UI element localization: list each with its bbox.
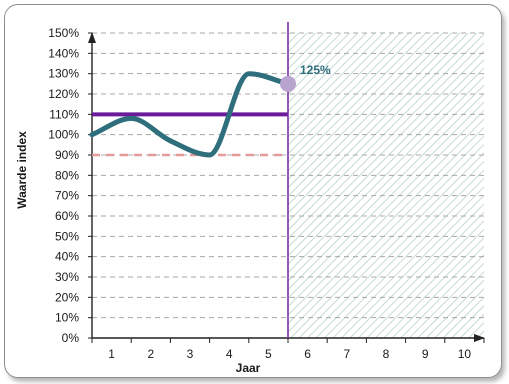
y-tick-label: 140% [48, 46, 79, 60]
x-tick-label: 5 [265, 347, 272, 361]
x-tick-label: 4 [226, 347, 233, 361]
y-tick-label: 80% [55, 168, 79, 182]
forecast-region [288, 33, 484, 338]
y-tick-label: 70% [55, 189, 79, 203]
labels-layer: Jaar Waarde index 125% [15, 63, 331, 375]
x-tick-label: 2 [147, 347, 154, 361]
y-tick-label: 130% [48, 67, 79, 81]
y-tick-label: 20% [55, 290, 79, 304]
axes-layer: 0% 10% 20% 30% 40% 50% 60% 70% 80% 90% 100% 110% 120… [48, 26, 485, 361]
end-point-marker [280, 75, 296, 92]
x-tick-label: 9 [422, 347, 429, 361]
series-line [89, 71, 291, 158]
y-axis-title: Waarde index [15, 131, 29, 209]
y-tick-label: 120% [48, 87, 79, 101]
y-tick-label: 50% [55, 229, 79, 243]
x-tick-label: 8 [383, 347, 390, 361]
end-point-label: 125% [300, 63, 331, 77]
y-tick-label: 150% [48, 26, 79, 40]
x-axis-title: Jaar [236, 361, 261, 375]
y-tick-label: 40% [55, 250, 79, 264]
x-tick-label: 3 [187, 347, 194, 361]
y-tick-label: 30% [55, 270, 79, 284]
y-tick-label: 10% [55, 311, 79, 325]
series-layer [89, 71, 296, 158]
y-tick-label: 90% [55, 148, 79, 162]
y-axis-arrow [88, 32, 96, 43]
x-tick-label: 6 [304, 347, 311, 361]
x-tick-label: 10 [458, 347, 472, 361]
y-tick-label: 60% [55, 209, 79, 223]
x-axis-arrow [474, 334, 485, 342]
reference-lines-layer [92, 22, 289, 338]
forecast-region-layer [288, 33, 484, 338]
x-tick-label: 1 [108, 347, 115, 361]
y-tick-label: 0% [62, 331, 80, 345]
y-tick-label: 110% [49, 107, 79, 121]
y-tick-label: 100% [48, 128, 79, 142]
x-tick-label: 7 [343, 347, 350, 361]
